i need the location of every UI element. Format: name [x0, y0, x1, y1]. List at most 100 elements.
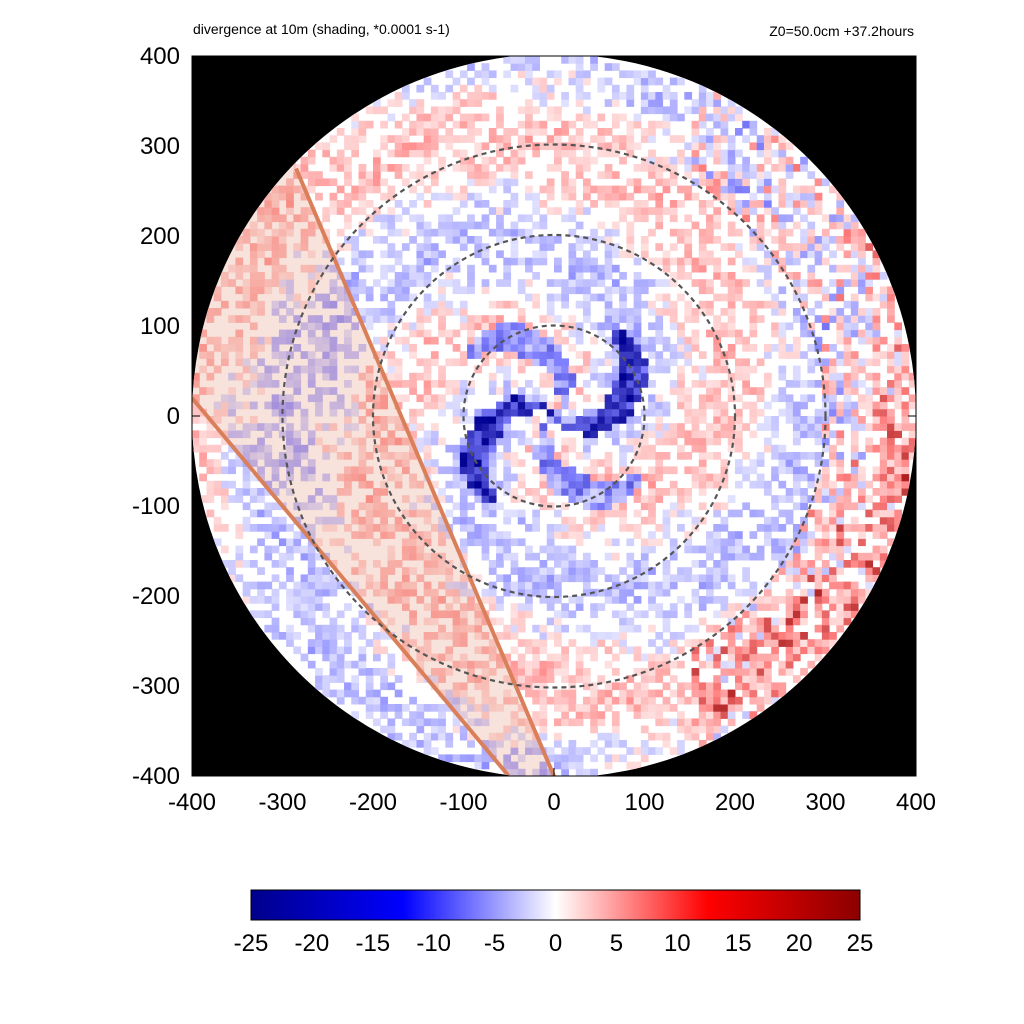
field-cell [249, 257, 258, 266]
field-cell [474, 538, 483, 547]
field-cell [380, 581, 388, 590]
field-cell [358, 315, 367, 323]
field-cell [525, 113, 533, 122]
field-cell [532, 293, 541, 302]
field-cell [546, 754, 555, 763]
field-cell [329, 524, 338, 532]
field-cell [655, 77, 664, 86]
field-cell [459, 99, 468, 107]
field-cell [619, 272, 627, 280]
field-cell [633, 70, 642, 79]
field-cell [865, 329, 874, 338]
field-cell [829, 596, 837, 604]
field-cell [416, 704, 425, 712]
field-cell [648, 92, 656, 100]
field-cell [423, 250, 432, 259]
field-cell [249, 423, 258, 431]
field-cell [807, 495, 816, 503]
field-cell [510, 336, 519, 345]
field-cell [300, 365, 309, 374]
field-cell [546, 444, 555, 453]
field-cell [257, 272, 265, 280]
field-cell [590, 488, 598, 496]
field-cell [430, 401, 439, 410]
field-cell [438, 531, 446, 539]
field-cell [619, 466, 627, 475]
field-cell [242, 430, 251, 439]
field-cell [735, 286, 743, 295]
field-cell [698, 416, 707, 424]
field-cell [561, 704, 569, 712]
field-cell [778, 243, 787, 251]
field-cell [459, 660, 468, 669]
field-cell [532, 675, 541, 683]
field-cell [365, 200, 374, 208]
field-cell [684, 358, 693, 367]
field-cell [568, 473, 577, 482]
field-cell [373, 524, 381, 532]
field-cell [662, 113, 671, 122]
field-cell [611, 192, 620, 201]
field-cell [640, 689, 649, 698]
field-cell [720, 574, 729, 583]
field-cell [264, 221, 273, 230]
field-cell [394, 473, 403, 482]
field-cell [691, 646, 700, 655]
field-cell [307, 394, 316, 403]
field-cell [452, 358, 461, 367]
field-cell [220, 437, 229, 446]
field-cell [438, 156, 446, 165]
field-cell [532, 77, 541, 86]
field-cell [554, 624, 562, 633]
field-cell [843, 480, 852, 489]
field-cell [401, 336, 410, 345]
field-cell [684, 567, 693, 575]
field-cell [713, 660, 722, 669]
field-cell [713, 156, 722, 165]
field-cell [858, 257, 866, 266]
field-cell [546, 380, 555, 388]
field-cell [568, 279, 577, 287]
field-cell [792, 466, 801, 475]
field-cell [706, 185, 714, 194]
field-cell [510, 329, 519, 338]
field-cell [626, 488, 635, 496]
field-cell [228, 567, 236, 575]
field-cell [344, 164, 352, 172]
field-cell [517, 120, 526, 129]
field-cell [742, 574, 750, 583]
field-cell [763, 581, 772, 590]
field-cell [430, 84, 439, 93]
field-cell [633, 444, 642, 453]
field-cell [300, 423, 309, 431]
field-cell [894, 430, 903, 439]
field-cell [488, 502, 497, 511]
field-cell [843, 495, 852, 503]
field-cell [488, 437, 497, 446]
field-cell [380, 509, 388, 518]
field-cell [206, 372, 215, 381]
field-cell [380, 344, 388, 352]
field-cell [669, 315, 678, 323]
field-cell [582, 394, 591, 403]
field-cell [307, 502, 316, 511]
field-cell [619, 416, 627, 424]
field-cell [887, 423, 895, 431]
field-cell [481, 257, 490, 266]
field-cell [785, 516, 794, 525]
field-cell [206, 495, 215, 503]
field-cell [575, 452, 584, 460]
field-cell [749, 164, 758, 172]
field-cell [510, 740, 519, 748]
field-cell [590, 567, 598, 575]
field-cell [792, 632, 801, 640]
field-cell [365, 524, 374, 532]
field-cell [213, 466, 222, 475]
field-cell [662, 408, 671, 417]
field-cell [713, 178, 722, 187]
field-cell [908, 394, 916, 403]
field-cell [539, 128, 548, 136]
field-cell [488, 639, 497, 647]
field-cell [850, 452, 859, 460]
field-cell [575, 365, 584, 374]
